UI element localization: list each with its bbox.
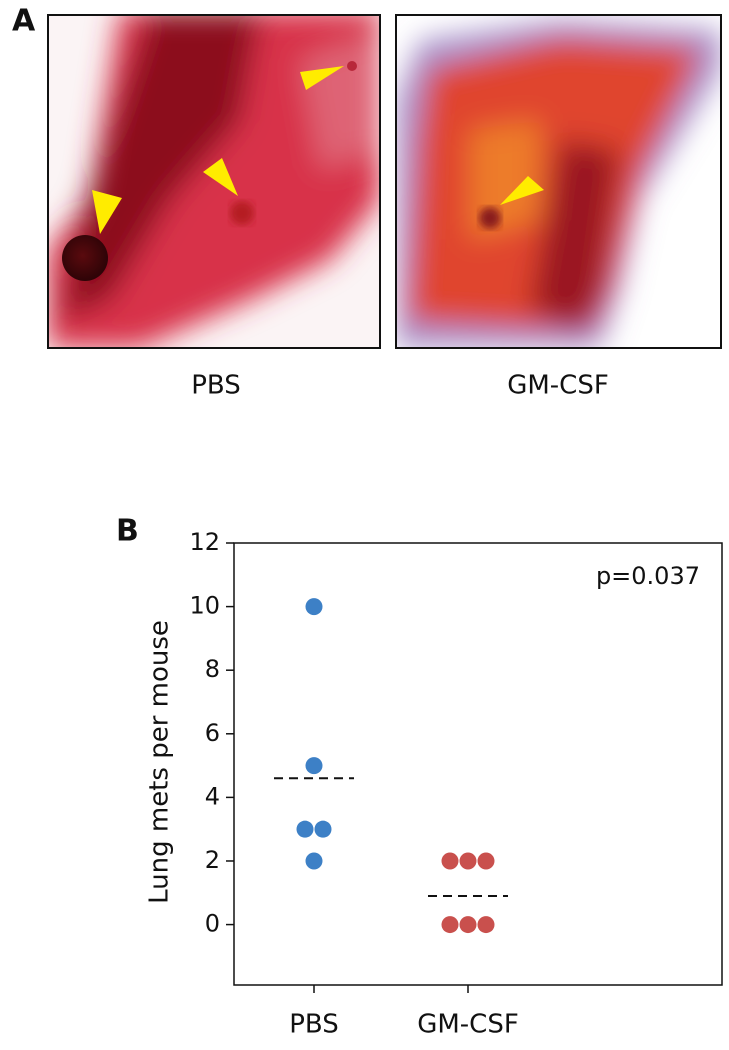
data-point: [296, 820, 314, 838]
annotation: p=0.037: [596, 562, 700, 590]
y-tick-label: 10: [189, 592, 220, 620]
y-tick-label: 0: [205, 910, 220, 938]
y-tick-label: 4: [205, 782, 220, 810]
data-point: [459, 852, 477, 870]
photo-caption: PBS: [191, 371, 241, 401]
data-point: [477, 852, 495, 870]
panel-label: B: [116, 514, 139, 549]
x-tick-label: GM-CSF: [417, 1010, 519, 1040]
y-tick-label: 12: [189, 528, 220, 556]
data-point: [441, 852, 459, 870]
data-point: [305, 757, 323, 775]
photo-caption: GM-CSF: [507, 371, 609, 401]
x-tick-label: PBS: [289, 1010, 339, 1040]
y-tick-label: 6: [205, 719, 220, 747]
data-point: [477, 916, 495, 934]
photo-pbs: [48, 15, 380, 348]
data-point: [441, 916, 459, 934]
data-point: [305, 598, 323, 616]
panel-label: A: [12, 4, 36, 39]
photo-gmcsf: [396, 15, 721, 348]
y-tick-label: 2: [205, 846, 220, 874]
y-tick-label: 8: [205, 655, 220, 683]
y-axis-label: Lung mets per mouse: [145, 620, 175, 904]
data-point: [314, 820, 332, 838]
plot-frame: [233, 542, 723, 986]
data-point: [305, 852, 323, 870]
data-point: [459, 916, 477, 934]
